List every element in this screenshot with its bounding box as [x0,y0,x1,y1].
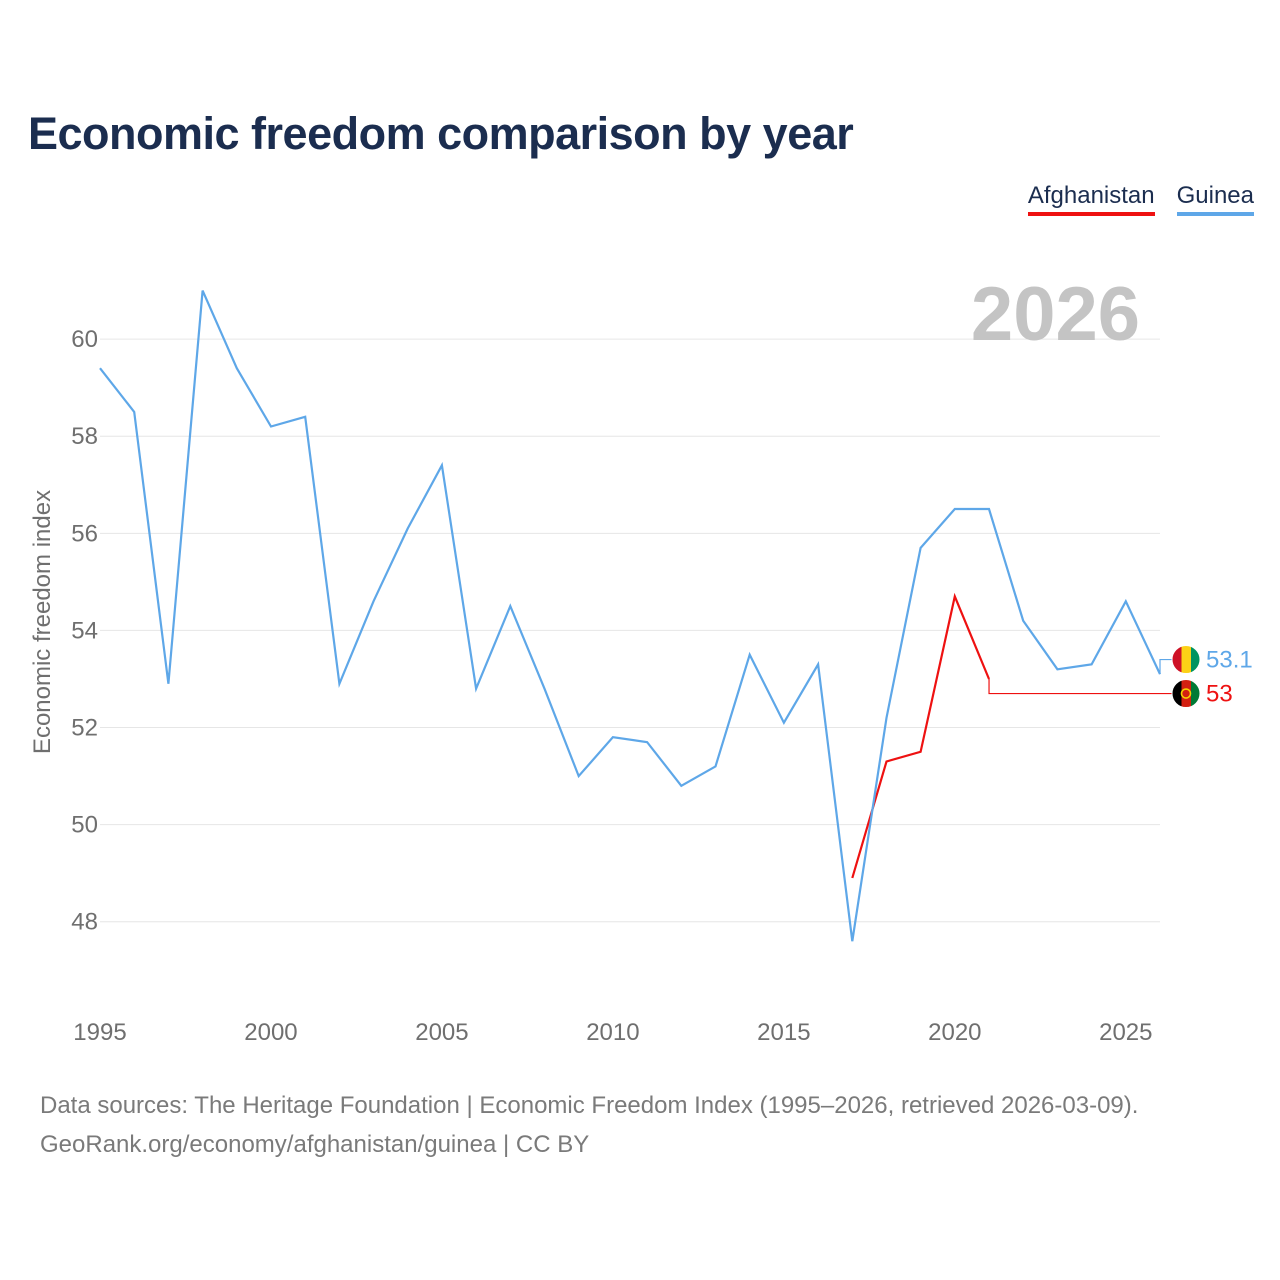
footer-attribution[interactable]: GeoRank.org/economy/afghanistan/guinea |… [40,1131,590,1158]
x-tick-label: 2015 [757,1019,810,1046]
end-label-afghanistan: 53 [1206,681,1233,708]
series-line-afghanistan[interactable] [851,592,991,879]
y-tick-label: 50 [71,812,98,839]
x-axis-ticks: 1995 2000 2005 2010 2015 2020 2025 [73,1019,1152,1046]
x-tick-label: 2000 [244,1019,297,1046]
x-tick-label: 2005 [415,1019,468,1046]
y-tick-label: 52 [71,715,98,742]
end-markers: 53.1 53 [988,645,1253,709]
footer-sources: Data sources: The Heritage Foundation | … [40,1092,1139,1119]
legend-item-guinea[interactable]: Guinea [1176,182,1254,216]
series-lines [99,290,1161,942]
x-tick-label: 2020 [928,1019,981,1046]
line-chart: 48 50 52 54 56 58 60 1995 2000 2005 2010 2015 2020 2… [29,272,1253,1046]
x-tick-label: 1995 [73,1019,126,1046]
y-tick-label: 58 [71,423,98,450]
x-tick-label: 2025 [1099,1019,1152,1046]
connector-afghanistan [988,678,1172,695]
year-watermark: 2026 [971,272,1140,357]
series-line-guinea[interactable] [99,290,1161,942]
footer: Data sources: The Heritage Foundation | … [40,1086,1138,1164]
y-tick-label: 54 [71,617,98,644]
afghanistan-flag-icon [1171,679,1201,709]
legend-item-afghanistan[interactable]: Afghanistan [1027,182,1155,216]
legend: Afghanistan Guinea [1027,182,1254,216]
connector-guinea [1159,658,1172,675]
x-tick-label: 2010 [586,1019,639,1046]
y-axis-ticks: 48 50 52 54 56 58 60 [71,326,98,936]
grid-lines [100,338,1160,923]
guinea-flag-icon [1171,645,1201,675]
y-axis-label: Economic freedom index [29,490,56,754]
chart-title: Economic freedom comparison by year [28,108,854,159]
y-tick-label: 56 [71,520,98,547]
y-tick-label: 60 [71,326,98,353]
y-tick-label: 48 [71,909,98,936]
end-label-guinea: 53.1 [1206,647,1253,674]
